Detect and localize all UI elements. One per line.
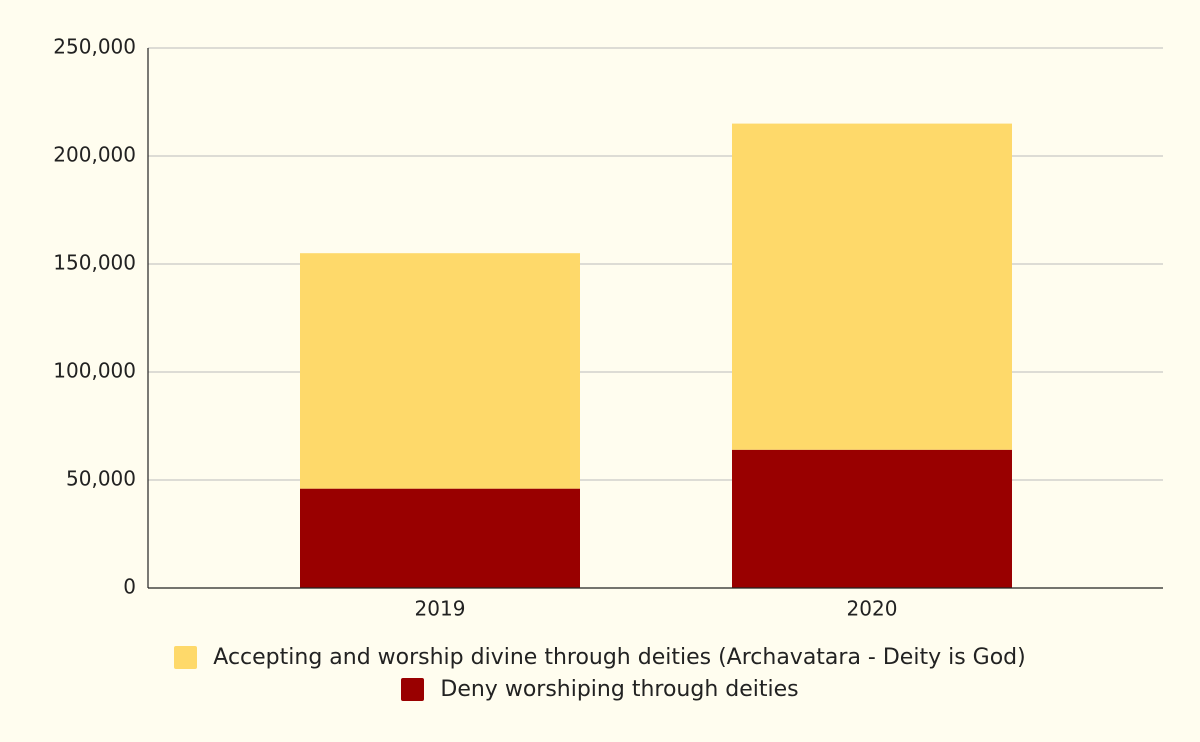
y-tick-label: 150,000 [53, 251, 136, 275]
legend: Accepting and worship divine through dei… [0, 644, 1200, 702]
legend-swatch [401, 677, 425, 701]
legend-label: Deny worshiping through deities [440, 676, 799, 702]
bar-segment [300, 253, 580, 489]
y-tick-label: 200,000 [53, 143, 136, 167]
y-tick-label: 0 [123, 575, 136, 599]
chart: 0 50,000 100,000 150,000 200,000 250,000 2019 2… [53, 35, 1163, 621]
bar-segment [732, 123, 1012, 450]
bar-segment [732, 449, 1012, 588]
legend-item: Deny worshiping through deities [401, 676, 799, 702]
x-tick-label: 2020 [847, 597, 898, 621]
legend-swatch [174, 645, 198, 669]
y-tick-label: 100,000 [53, 359, 136, 383]
legend-item: Accepting and worship divine through dei… [174, 644, 1026, 670]
legend-label: Accepting and worship divine through dei… [213, 644, 1026, 670]
x-tick-label: 2019 [415, 597, 466, 621]
bar-segment [300, 488, 580, 588]
y-tick-label: 50,000 [66, 467, 136, 491]
y-tick-label: 250,000 [53, 35, 136, 59]
